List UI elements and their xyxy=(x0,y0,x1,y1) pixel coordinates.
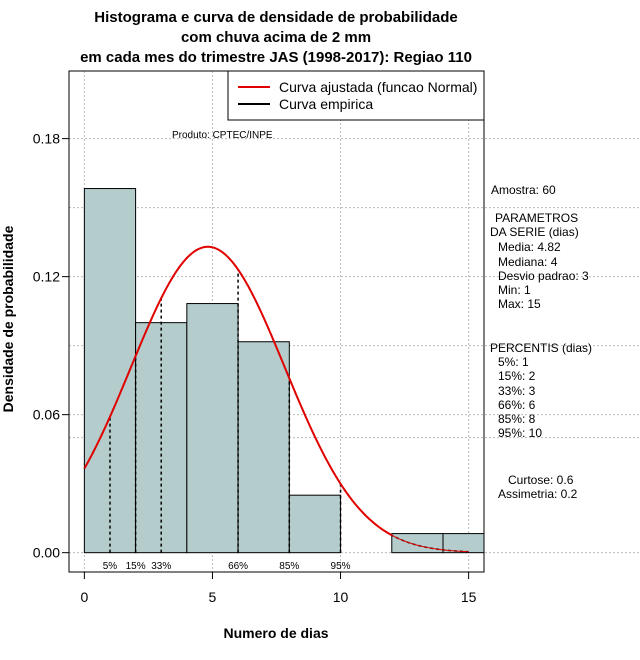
percentile-label-3: 66% xyxy=(228,561,248,572)
chart-title: Histograma e curva de densidade de proba… xyxy=(80,9,472,66)
y-tick-label-2: 0.12 xyxy=(33,269,60,285)
chart-title-line-2: com chuva acima de 2 mm xyxy=(181,29,371,46)
normal-fit-curve-tail xyxy=(391,534,469,553)
stat-percentis-title: PERCENTIS (dias) xyxy=(490,341,593,355)
percentile-label-0: 5% xyxy=(103,561,118,572)
y-tick-label-0: 0.00 xyxy=(33,545,60,561)
stat-p15: 15%: 2 xyxy=(498,369,536,383)
histogram-bar-3 xyxy=(237,341,290,554)
y-axis-label: Densidade de probabilidade xyxy=(0,225,16,412)
percentile-label-5: 95% xyxy=(331,561,351,572)
chart-title-line-1: Histograma e curva de densidade de proba… xyxy=(94,9,457,26)
y-tick-label-3: 0.18 xyxy=(33,131,60,147)
x-tick-label-1: 5 xyxy=(209,589,217,605)
histogram-bars xyxy=(83,188,485,554)
stat-param-title-2: DA SERIE (dias) xyxy=(490,225,579,239)
stat-p5: 5%: 1 xyxy=(498,355,529,369)
percentile-label-1: 15% xyxy=(126,561,146,572)
normal-fit-curve xyxy=(83,245,393,537)
stat-desvio: Desvio padrao: 3 xyxy=(498,269,589,283)
percentile-label-2: 33% xyxy=(151,561,171,572)
stat-p95: 95%: 10 xyxy=(498,426,543,440)
percentile-lines: 5% 15% 33% 66% 85% 95% xyxy=(103,269,351,572)
histogram-bar-6 xyxy=(391,533,444,554)
x-tick-label-0: 0 xyxy=(80,589,88,605)
histogram-bar-4 xyxy=(288,494,342,554)
stat-p85: 85%: 8 xyxy=(498,412,536,426)
stat-p66: 66%: 6 xyxy=(498,398,536,412)
legend-box xyxy=(227,70,485,121)
legend-label-0: Curva ajustada (funcao Normal) xyxy=(279,79,477,95)
product-annotation: Produto: CPTEC/INPE xyxy=(172,130,273,141)
stat-curtose: Curtose: 0.6 xyxy=(508,473,574,487)
histogram-bar-2 xyxy=(186,303,239,554)
x-tick-label-2: 10 xyxy=(333,589,349,605)
stat-p33: 33%: 3 xyxy=(498,384,536,398)
legend: Curva ajustada (funcao Normal)Curva empi… xyxy=(227,70,485,121)
x-axis-label: Numero de dias xyxy=(223,625,328,641)
stat-mediana: Mediana: 4 xyxy=(498,255,558,269)
y-tick-label-1: 0.06 xyxy=(33,407,60,423)
normal-curve xyxy=(83,245,469,553)
legend-label-1: Curva empirica xyxy=(279,96,373,112)
stat-amostra: Amostra: 60 xyxy=(491,183,556,197)
stat-min: Min: 1 xyxy=(498,283,531,297)
stat-param-title-1: PARAMETROS xyxy=(495,211,579,225)
stat-media: Media: 4.82 xyxy=(498,240,561,254)
stat-assimetria: Assimetria: 0.2 xyxy=(498,487,578,501)
percentile-label-4: 85% xyxy=(279,561,299,572)
stat-max: Max: 15 xyxy=(498,297,541,311)
x-tick-label-3: 15 xyxy=(461,589,477,605)
chart-title-line-3: em cada mes do trimestre JAS (1998-2017)… xyxy=(80,49,472,66)
